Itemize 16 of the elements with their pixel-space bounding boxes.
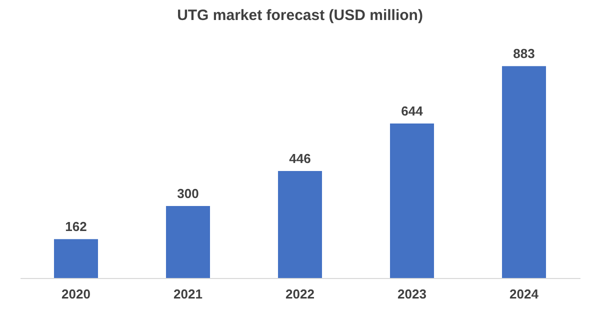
data-label: 300 xyxy=(177,186,199,201)
chart-title: UTG market forecast (USD million) xyxy=(177,7,423,24)
data-label: 644 xyxy=(401,103,424,118)
x-tick-label: 2021 xyxy=(174,286,202,302)
bar xyxy=(54,239,98,278)
bar xyxy=(390,123,434,278)
x-tick-label: 2023 xyxy=(398,286,426,302)
x-tick-label: 2024 xyxy=(510,286,540,302)
x-tick-label: 2022 xyxy=(286,286,314,302)
x-tick-label: 2020 xyxy=(62,286,90,302)
bar xyxy=(502,66,546,278)
bar xyxy=(166,206,210,278)
data-label: 162 xyxy=(65,219,87,234)
data-label: 883 xyxy=(513,46,535,62)
bar xyxy=(278,170,322,278)
data-label: 446 xyxy=(289,150,311,166)
